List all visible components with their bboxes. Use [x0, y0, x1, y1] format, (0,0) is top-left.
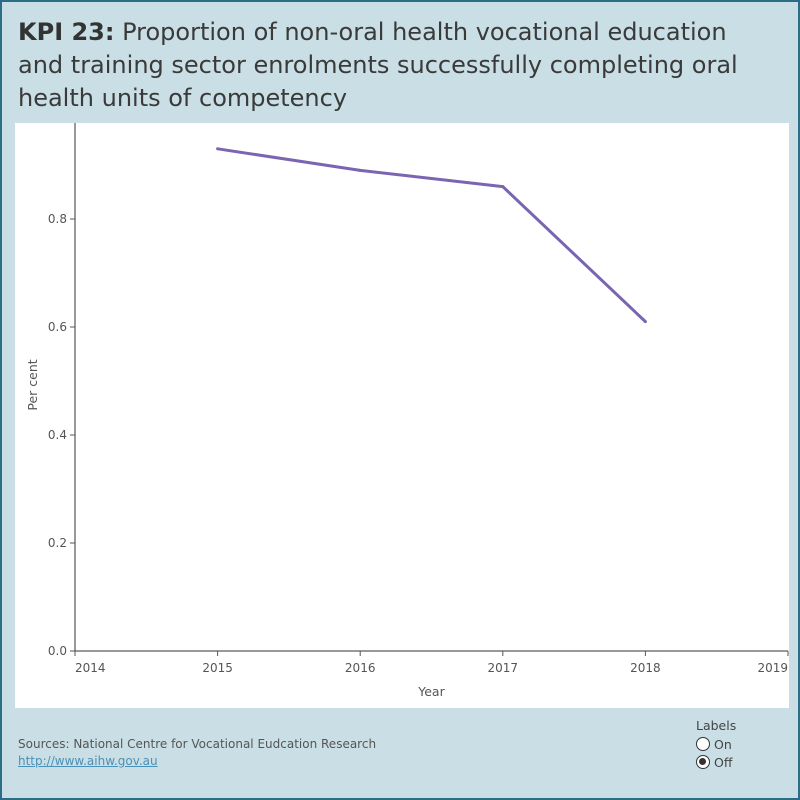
labels-option-on[interactable]: On	[696, 735, 736, 753]
labels-toggle: Labels On Off	[696, 718, 736, 771]
chart-title: KPI 23: Proportion of non-oral health vo…	[18, 16, 778, 115]
data-point	[501, 185, 505, 189]
plot-panel: 0.0 0.2 0.4 0.6 0.8 2014 2015 2016 2017 2018 2019 Y…	[15, 123, 789, 708]
data-point	[358, 168, 362, 172]
radio-off-icon[interactable]	[696, 755, 710, 769]
y-tick-label: 0.6	[48, 320, 67, 334]
data-point	[643, 320, 647, 324]
radio-on-icon[interactable]	[696, 737, 710, 751]
sources-block: Sources: National Centre for Vocational …	[18, 736, 376, 770]
y-tick-label: 0.0	[48, 644, 67, 658]
labels-option-off-label: Off	[714, 754, 733, 770]
x-tick-label: 2019	[757, 661, 788, 675]
y-tick-label: 0.8	[48, 212, 67, 226]
x-tick-label: 2016	[345, 661, 376, 675]
labels-option-off[interactable]: Off	[696, 753, 736, 771]
x-axis-label: Year	[417, 684, 445, 699]
data-point	[216, 147, 220, 151]
x-tick-label: 2015	[202, 661, 233, 675]
y-tick-label: 0.2	[48, 536, 67, 550]
labels-option-on-label: On	[714, 736, 732, 752]
sources-text: Sources: National Centre for Vocational …	[18, 737, 377, 751]
y-axis-label: Per cent	[25, 359, 40, 410]
title-text: Proportion of non-oral health vocational…	[18, 18, 738, 112]
y-tick-label: 0.4	[48, 428, 67, 442]
x-tick-label: 2017	[488, 661, 519, 675]
line-chart: 0.0 0.2 0.4 0.6 0.8 2014 2015 2016 2017 2018 2019 Y…	[25, 123, 789, 699]
source-link[interactable]: http://www.aihw.gov.au	[18, 754, 158, 768]
labels-heading: Labels	[696, 718, 737, 733]
x-tick-label: 2014	[75, 661, 106, 675]
x-tick-label: 2018	[630, 661, 661, 675]
kpi-label: KPI 23:	[18, 18, 115, 46]
series-line	[217, 147, 647, 323]
